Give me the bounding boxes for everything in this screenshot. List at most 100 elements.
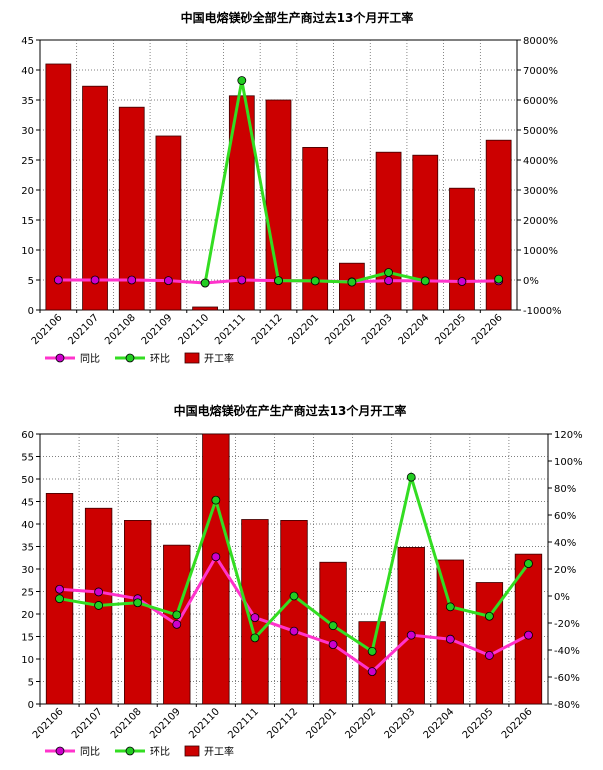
yoy-point-202206: [524, 630, 533, 640]
bar-202205: [475, 582, 504, 705]
y2-tick-label: 120%: [554, 430, 583, 441]
y2-tick-label: 5000%: [523, 126, 558, 137]
legend-bar-swatch: [184, 352, 200, 364]
mom-point-202202: [347, 277, 357, 287]
y-tick-label: 35: [21, 96, 34, 107]
yoy-point-202111: [250, 613, 260, 622]
bar-202204: [436, 559, 464, 705]
mom-point-202202: [367, 646, 377, 656]
x-tick-label: 202107: [70, 706, 105, 741]
yoy-point-202108: [127, 275, 137, 285]
bar-202205: [449, 187, 475, 311]
x-tick-label: 202203: [383, 706, 418, 741]
mom-point-202110: [211, 495, 221, 505]
bar-202112: [280, 520, 308, 705]
x-tick-label: 202204: [422, 706, 457, 741]
mom-point-202112: [274, 276, 283, 286]
x-tick-label: 202201: [304, 706, 339, 741]
x-tick-label: 202108: [103, 312, 138, 347]
bar-202201: [302, 146, 329, 311]
legend-yoy-marker: [55, 746, 65, 756]
y-tick-label: 45: [21, 36, 34, 47]
y-tick-label: 10: [21, 246, 34, 257]
chart-title: 中国电熔镁砂全部生产商过去13个月开工率: [181, 10, 414, 25]
yoy-point-202111: [237, 275, 247, 285]
mom-point-202111: [237, 76, 247, 85]
y-tick-label: 50: [21, 475, 34, 486]
y-tick-label: 5: [28, 276, 34, 287]
y2-tick-label: 8000%: [523, 36, 558, 47]
bar-202203: [375, 151, 402, 311]
bar-202106: [45, 63, 72, 311]
y2-tick-label: 100%: [554, 457, 583, 468]
legend-mom-marker: [125, 746, 135, 756]
yoy-point-202203: [384, 276, 393, 286]
mom-point-202204: [445, 602, 455, 612]
x-tick-label: 202109: [140, 312, 175, 347]
bar-202204: [412, 154, 439, 311]
chart-title: 中国电熔镁砂在产生产商过去13个月开工率: [174, 403, 407, 418]
yoy-point-202112: [289, 626, 299, 636]
y-tick-label: 20: [21, 186, 34, 197]
y2-tick-label: 20%: [554, 565, 576, 576]
yoy-point-202205: [457, 277, 467, 286]
yoy-point-202110: [211, 552, 221, 562]
yoy-point-202205: [484, 651, 494, 660]
legend-yoy-label: 同比: [80, 353, 100, 365]
x-tick-label: 202111: [213, 312, 248, 347]
legend-bar-swatch: [184, 745, 200, 757]
yoy-point-202202: [367, 667, 377, 676]
y2-tick-label: -60%: [554, 673, 580, 684]
bar-202111: [241, 519, 269, 705]
y-tick-label: 20: [21, 610, 34, 621]
y-tick-label: 40: [21, 520, 34, 531]
chart-all-producers: 中国电熔镁砂全部生产商过去13个月开工率 0 5 10 15 20 25 30 35 40 45 -…: [21, 10, 561, 365]
y2-tick-label: 3000%: [523, 186, 558, 197]
y2-tick-label: -80%: [554, 700, 580, 711]
y2-tick-label: -1000%: [523, 306, 562, 317]
legend-mom-marker: [125, 353, 135, 363]
mom-point-202204: [420, 276, 430, 286]
bar-202107: [82, 85, 108, 311]
mom-point-202203: [384, 268, 393, 277]
y2-tick-label: 0%: [523, 276, 539, 287]
mom-point-202205: [484, 611, 494, 621]
mom-point-202203: [406, 472, 416, 482]
y2-tick-label: 7000%: [523, 66, 558, 77]
yoy-point-202201: [328, 640, 338, 649]
x-tick-label: 202112: [250, 312, 285, 347]
yoy-point-202109: [172, 619, 182, 629]
mom-point-202201: [310, 276, 320, 286]
legend-yoy-marker: [55, 353, 65, 363]
legend-mom-label: 环比: [150, 353, 170, 365]
x-tick-label: 202111: [226, 706, 261, 741]
y2-tick-label: 60%: [554, 511, 576, 522]
x-tick-label: 202201: [287, 312, 322, 347]
x-tick-label: 202204: [397, 312, 432, 347]
y2-tick-label: -20%: [554, 619, 580, 630]
chart-active-producers: 中国电熔镁砂在产生产商过去13个月开工率 0 5 10 15 20 25 30 35 40 45 5…: [21, 403, 582, 758]
x-tick-label: 202205: [461, 706, 496, 741]
y2-tick-label: 6000%: [523, 96, 558, 107]
y-tick-label: 0: [28, 700, 34, 711]
legend-mom-label: 环比: [150, 746, 170, 758]
y2-tick-label: 2000%: [523, 216, 558, 227]
x-tick-label: 202110: [187, 706, 222, 741]
y2-tick-label: 1000%: [523, 246, 558, 257]
x-tick-label: 202107: [66, 312, 101, 347]
x-tick-label: 202106: [31, 706, 66, 741]
x-tick-label: 202110: [176, 312, 211, 347]
y2-tick-label: 80%: [554, 484, 576, 495]
y-tick-label: 55: [21, 453, 34, 464]
yoy-point-202106: [55, 584, 64, 594]
bar-202202: [339, 262, 365, 311]
mom-point-202106: [55, 594, 64, 604]
y-tick-label: 60: [21, 430, 34, 441]
yoy-point-202109: [164, 276, 173, 286]
legend: 同比 环比 开工率: [45, 352, 234, 365]
y-tick-label: 15: [21, 633, 34, 644]
x-tick-label: 202206: [470, 312, 505, 347]
yoy-point-202203: [406, 630, 416, 640]
bar-202108: [124, 520, 152, 705]
y-tick-label: 5: [28, 678, 34, 689]
